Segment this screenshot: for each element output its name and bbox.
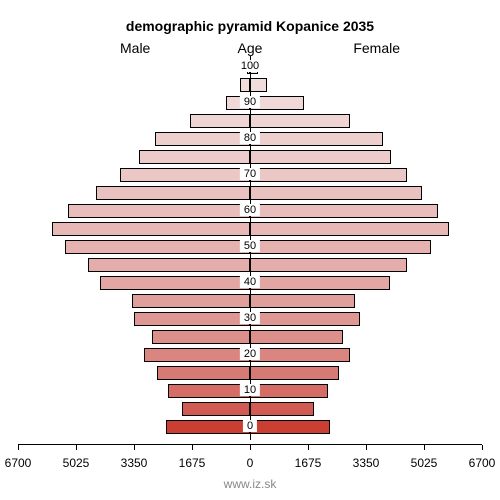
female-bar (250, 384, 328, 398)
male-bar (88, 258, 250, 272)
y-tick-label: 10 (240, 384, 260, 396)
y-tick-label: 100 (237, 60, 263, 72)
female-bar (250, 258, 407, 272)
x-tick-label: 0 (247, 456, 254, 470)
female-bar (250, 402, 314, 416)
male-bar (120, 168, 250, 182)
y-tick-label: 70 (240, 168, 260, 180)
male-bar (157, 366, 250, 380)
x-tick-mark (366, 445, 367, 450)
x-tick-label: 1675 (295, 456, 322, 470)
y-tick-label: 50 (240, 240, 260, 252)
female-bar (250, 132, 383, 146)
female-bar (250, 294, 355, 308)
female-bar (250, 186, 422, 200)
x-tick-mark (424, 445, 425, 450)
female-bar (250, 204, 438, 218)
watermark: www.iz.sk (0, 477, 500, 491)
female-bar (250, 276, 390, 290)
female-bar (250, 78, 267, 92)
x-tick-mark (18, 445, 19, 450)
female-bar (250, 240, 431, 254)
male-bar (155, 132, 250, 146)
age-axis-label: Age (0, 40, 500, 56)
female-bar (250, 222, 449, 236)
x-tick-mark (76, 445, 77, 450)
y-tick-label: 30 (240, 312, 260, 324)
female-bar (250, 330, 343, 344)
x-tick-mark (250, 445, 251, 450)
female-bar (250, 348, 350, 362)
x-tick-label: 3350 (121, 456, 148, 470)
male-bar (168, 384, 250, 398)
male-bar (240, 78, 250, 92)
female-bar (250, 168, 407, 182)
y-tick-label: 0 (243, 420, 257, 432)
y-tick-label: 90 (240, 96, 260, 108)
x-tick-label: 3350 (353, 456, 380, 470)
x-tick-label: 5025 (411, 456, 438, 470)
y-tick-label: 80 (240, 132, 260, 144)
male-bar (68, 204, 250, 218)
male-bar (152, 330, 250, 344)
male-bar (52, 222, 250, 236)
x-tick-label: 6700 (5, 456, 32, 470)
male-bar (144, 348, 250, 362)
x-tick-mark (482, 445, 483, 450)
female-bar (250, 114, 350, 128)
y-tick-label: 20 (240, 348, 260, 360)
female-bar (250, 150, 391, 164)
pyramid-chart: 0 10 20 30 40 50 60 70 80 90 100 (18, 56, 482, 440)
male-bar (182, 402, 250, 416)
male-bar (166, 420, 250, 434)
female-bar (250, 312, 360, 326)
male-bar (139, 150, 250, 164)
x-tick-label: 5025 (63, 456, 90, 470)
male-bar (134, 312, 250, 326)
y-tick-label: 40 (240, 276, 260, 288)
x-tick-label: 1675 (179, 456, 206, 470)
male-bar (65, 240, 250, 254)
male-bar (96, 186, 250, 200)
male-bar (190, 114, 250, 128)
x-tick-mark (192, 445, 193, 450)
female-bar (250, 420, 330, 434)
male-bar (132, 294, 250, 308)
y-tick-label: 60 (240, 204, 260, 216)
male-bar (100, 276, 250, 290)
x-tick-mark (134, 445, 135, 450)
female-bar (250, 366, 339, 380)
x-tick-mark (308, 445, 309, 450)
chart-title: demographic pyramid Kopanice 2035 (0, 18, 500, 34)
x-tick-label: 6700 (469, 456, 496, 470)
